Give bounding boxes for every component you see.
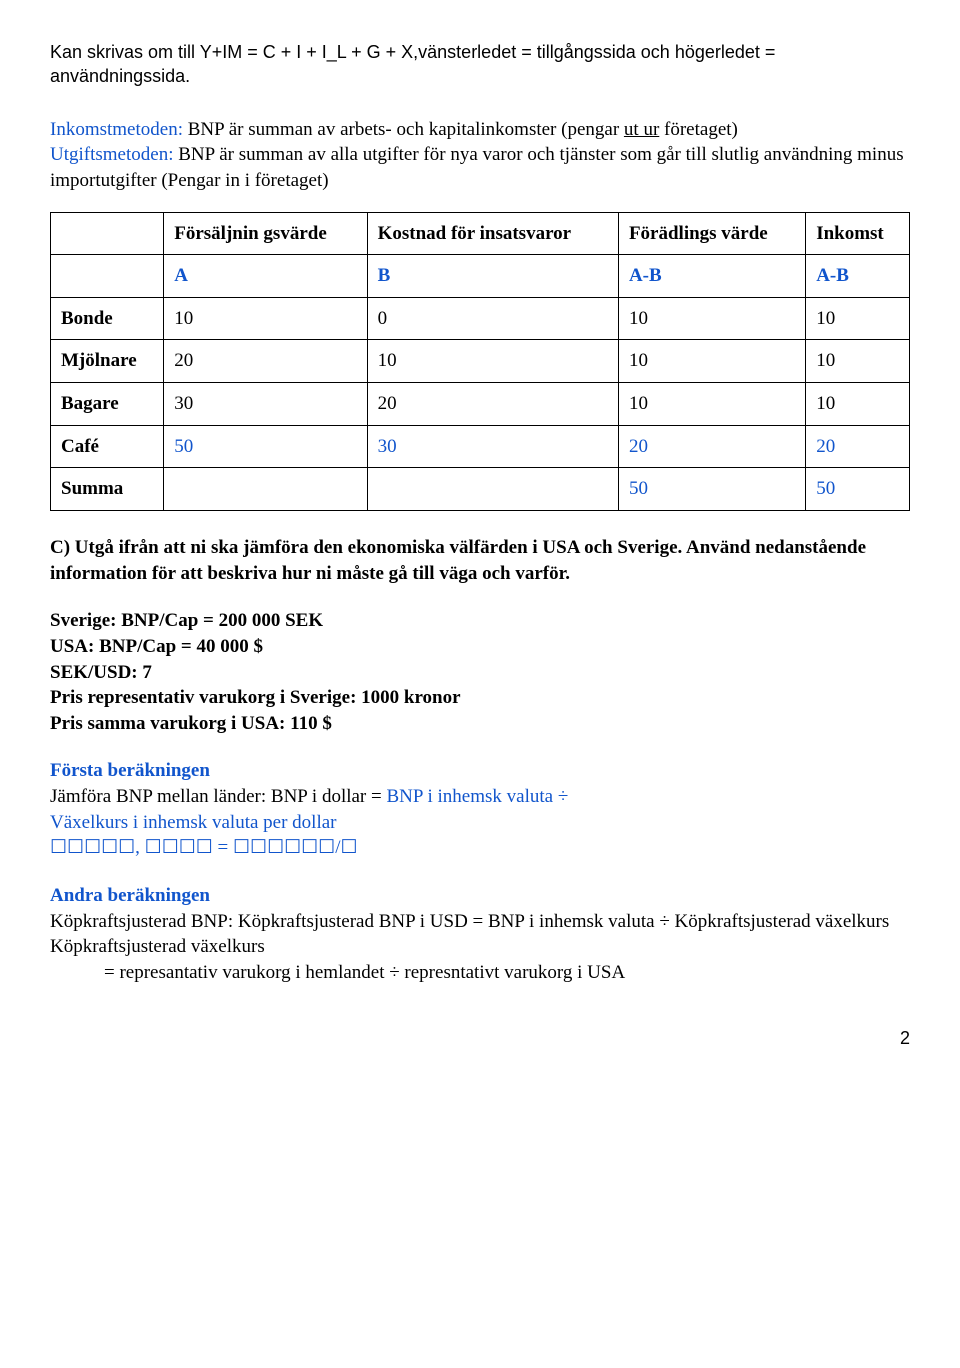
table-row: Mjölnare 20 10 10 10 [51, 340, 910, 383]
th-forsaljning: Försäljnin gsvärde [164, 212, 367, 255]
methods-paragraph: Inkomstmetoden: BNP är summan av arbets-… [50, 117, 910, 194]
inkomst-label: Inkomstmetoden: [50, 119, 183, 140]
cell: 10 [618, 340, 805, 383]
table-row: Bagare 30 20 10 10 [51, 383, 910, 426]
cell [164, 468, 367, 511]
table-sum-row: Summa 50 50 [51, 468, 910, 511]
cell: 10 [367, 340, 618, 383]
sum-label: Summa [51, 468, 164, 511]
calc1-l2: Växelkurs i inhemsk valuta per dollar [50, 812, 337, 833]
cell: 10 [164, 297, 367, 340]
row-label: Bagare [51, 383, 164, 426]
th-foradling: Förädlings värde [618, 212, 805, 255]
row-label: Café [51, 425, 164, 468]
utgift-label: Utgiftsmetoden: [50, 144, 173, 165]
calc2-block: Andra beräkningen Köpkraftsjusterad BNP:… [50, 883, 910, 986]
calc2-l2: Köpkraftsjusterad växelkurs [50, 936, 265, 957]
page-number: 2 [50, 1026, 910, 1050]
cell: 20 [164, 340, 367, 383]
cell: 20 [806, 425, 910, 468]
calc1-l1a: Jämföra BNP mellan länder: BNP i dollar … [50, 786, 386, 807]
calc1-l3: ☐☐☐☐☐, ☐☐☐☐ = ☐☐☐☐☐☐/☐ [50, 837, 358, 858]
cell: 10 [618, 383, 805, 426]
value-table: Försäljnin gsvärde Kostnad för insatsvar… [50, 212, 910, 511]
inkomst-text2: företaget) [659, 119, 738, 140]
cell: 0 [367, 297, 618, 340]
table-row: Café 50 30 20 20 [51, 425, 910, 468]
cell: 10 [618, 297, 805, 340]
table-formula-row: A B A-B A-B [51, 255, 910, 298]
calc1-l1b: BNP i inhemsk valuta ÷ [386, 786, 568, 807]
cell: 10 [806, 340, 910, 383]
cell: A-B [806, 255, 910, 298]
row-label: Bonde [51, 297, 164, 340]
cell: 10 [806, 383, 910, 426]
cell: 20 [367, 383, 618, 426]
th-kostnad: Kostnad för insatsvaror [367, 212, 618, 255]
cell [51, 255, 164, 298]
inkomst-text: BNP är summan av arbets- och kapitalinko… [188, 119, 624, 140]
cell: 30 [164, 383, 367, 426]
row-label: Mjölnare [51, 340, 164, 383]
utgift-text: BNP är summan av alla utgifter för nya v… [50, 144, 904, 191]
info-l1: Sverige: BNP/Cap = 200 000 SEK [50, 610, 323, 631]
cell: 10 [806, 297, 910, 340]
info-block: Sverige: BNP/Cap = 200 000 SEK USA: BNP/… [50, 608, 910, 736]
cell: 50 [806, 468, 910, 511]
cell: 50 [164, 425, 367, 468]
calc1-block: Första beräkningen Jämföra BNP mellan lä… [50, 758, 910, 861]
cell: A [164, 255, 367, 298]
th-blank [51, 212, 164, 255]
cell: 20 [618, 425, 805, 468]
cell [367, 468, 618, 511]
cell: B [367, 255, 618, 298]
calc2-l1: Köpkraftsjusterad BNP: Köpkraftsjusterad… [50, 911, 889, 932]
inkomst-underline: ut ur [624, 119, 659, 140]
calc1-title: Första beräkningen [50, 760, 210, 781]
cell: 30 [367, 425, 618, 468]
info-l4: Pris representativ varukorg i Sverige: 1… [50, 687, 461, 708]
cell: 50 [618, 468, 805, 511]
table-row: Bonde 10 0 10 10 [51, 297, 910, 340]
info-l5: Pris samma varukorg i USA: 110 $ [50, 713, 332, 734]
calc2-title: Andra beräkningen [50, 885, 210, 906]
info-l3: SEK/USD: 7 [50, 662, 152, 683]
cell: A-B [618, 255, 805, 298]
th-inkomst: Inkomst [806, 212, 910, 255]
section-c-text: C) Utgå ifrån att ni ska jämföra den eko… [50, 535, 910, 586]
table-header-row: Försäljnin gsvärde Kostnad för insatsvar… [51, 212, 910, 255]
calc2-l3: = represantativ varukorg i hemlandet ÷ r… [50, 960, 625, 986]
info-l2: USA: BNP/Cap = 40 000 $ [50, 636, 263, 657]
intro-paragraph: Kan skrivas om till Y+IM = C + I + I_L +… [50, 40, 910, 89]
